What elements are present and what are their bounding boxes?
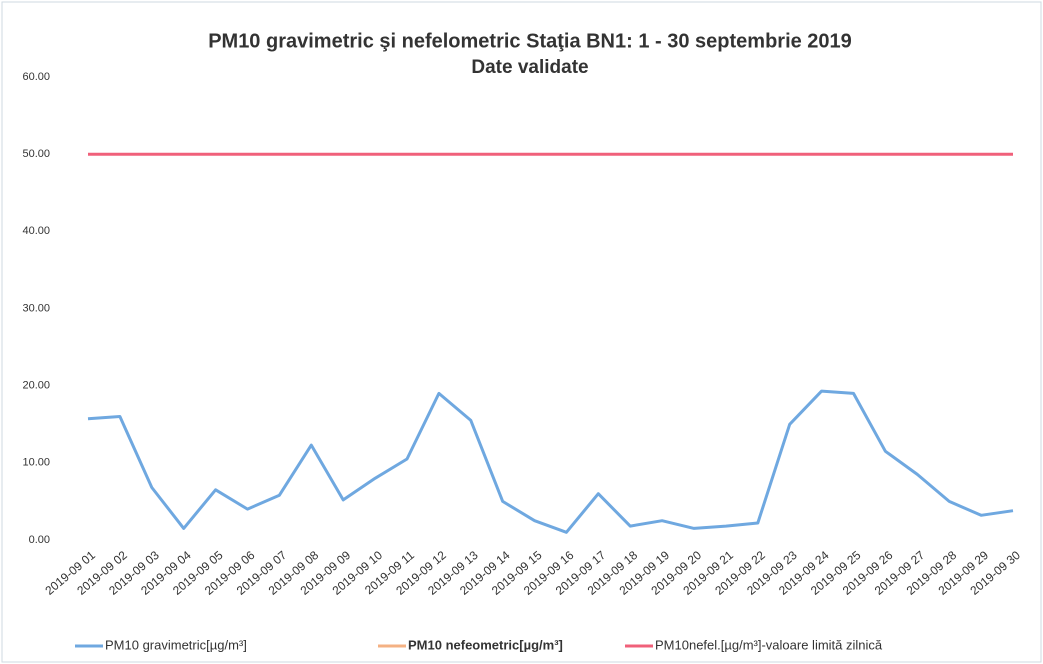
y-tick-label: 30.00 [22,302,50,314]
y-tick-label: 10.00 [22,457,50,469]
legend-label: PM10 nefeometric[µg/m³] [408,637,563,652]
legend-label: PM10 gravimetric[µg/m³] [105,637,247,652]
y-tick-label: 40.00 [22,225,50,237]
y-tick-label: 20.00 [22,380,50,392]
chart-title: PM10 gravimetric şi nefelometric Staţia … [208,30,852,52]
chart-subtitle: Date validate [471,57,588,78]
y-tick-label: 50.00 [22,148,50,160]
legend-label: PM10nefel.[µg/m³]-valoare limită zilnică [655,637,883,652]
y-tick-label: 0.00 [29,534,50,546]
data-line [87,389,1014,534]
y-tick-label: 60.00 [22,71,50,83]
